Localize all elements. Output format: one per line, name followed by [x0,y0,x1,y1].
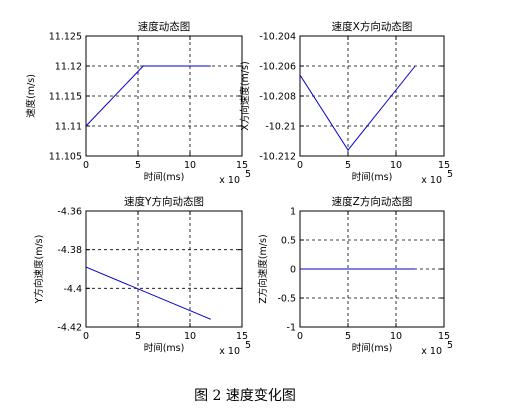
series-line-1 [85,65,211,127]
y-tick-label: -1 [287,323,296,334]
y-axis-label: 速度(m/s) [25,74,37,118]
chart-title: 速度动态图 [138,20,191,33]
chart-title: 速度Y方向动态图 [124,195,204,208]
x-tick-label: 10 [184,331,196,342]
y-tick-label: 11.12 [55,62,82,73]
y-axis-label: X方向速度(m/s) [239,61,251,130]
x-multiplier-label: x 10 [219,175,240,186]
y-tick-label: 11.125 [49,32,82,43]
series-line-1 [299,65,416,151]
y-tick-label: -10.204 [259,32,296,43]
chart-title: 速度X方向动态图 [332,20,413,33]
x-tick-label: 0 [297,331,303,342]
x-tick-label: 0 [83,331,89,342]
x-tick-label: 10 [390,160,402,171]
series-line-1 [85,266,211,320]
y-tick-label: 1 [290,207,296,218]
y-tick-label: -10.212 [259,152,296,163]
y-tick-label: -0.5 [277,294,296,305]
x-tick-label: 5 [135,331,141,342]
x-axis-label: 时间(ms) [352,342,393,354]
y-tick-label: 0 [290,265,296,276]
x-multiplier-exponent: 5 [447,340,453,351]
x-tick-label: 10 [184,160,196,171]
y-tick-label: -4.38 [57,245,82,256]
y-axis-label: Z方向速度(m/s) [257,234,269,303]
subplot-1: 0 5 10 15 11.125 11.12 11.115 11.11 11.105 速度动态图时… [25,20,251,186]
x-tick-label: 15 [236,331,248,342]
x-multiplier-label: x 10 [421,346,442,357]
y-tick-label: 11.11 [55,122,82,133]
plot-frame [85,210,243,328]
y-tick-label: -10.206 [259,62,296,73]
x-tick-label: 5 [345,331,351,342]
figure-caption: 图 2 速度变化图 [194,388,296,404]
x-tick-label: 0 [297,160,303,171]
subplot-grid: 0 5 10 1511.12511.1211.11511.1111.105速度动态图时… [25,20,453,357]
x-axis-label: 时间(ms) [144,171,185,183]
y-tick-label: 11.105 [49,152,82,163]
x-tick-label: 15 [236,160,248,171]
x-multiplier-label: x 10 [421,175,442,186]
x-tick-label: 15 [438,160,450,171]
x-tick-label: 5 [345,160,351,171]
x-tick-label: 10 [390,331,402,342]
x-tick-label: 15 [438,331,450,342]
y-tick-label: 11.115 [49,92,82,103]
x-tick-label: 5 [135,160,141,171]
chart-title: 速度Z方向动态图 [332,195,413,208]
y-tick-label: -10.21 [265,122,296,133]
y-axis-label: Y方向速度(m/s) [33,235,45,305]
y-tick-label: -10.208 [259,92,296,103]
x-multiplier-exponent: 5 [245,340,251,351]
y-tick-label: -4.42 [57,323,82,334]
x-tick-label: 0 [83,160,89,171]
subplot-2: 0 5 10 15 -10.204 -10.206 -10.208 -10.21 -10.212… [239,20,453,186]
x-multiplier-exponent: 5 [447,169,453,180]
y-tick-label: -4.36 [57,207,82,218]
y-tick-label: 0.5 [281,236,296,247]
y-tick-label: -4.4 [63,284,82,295]
x-axis-label: 时间(ms) [352,171,393,183]
x-axis-label: 时间(ms) [144,342,185,354]
x-multiplier-label: x 10 [219,346,240,357]
x-multiplier-exponent: 5 [245,169,251,180]
